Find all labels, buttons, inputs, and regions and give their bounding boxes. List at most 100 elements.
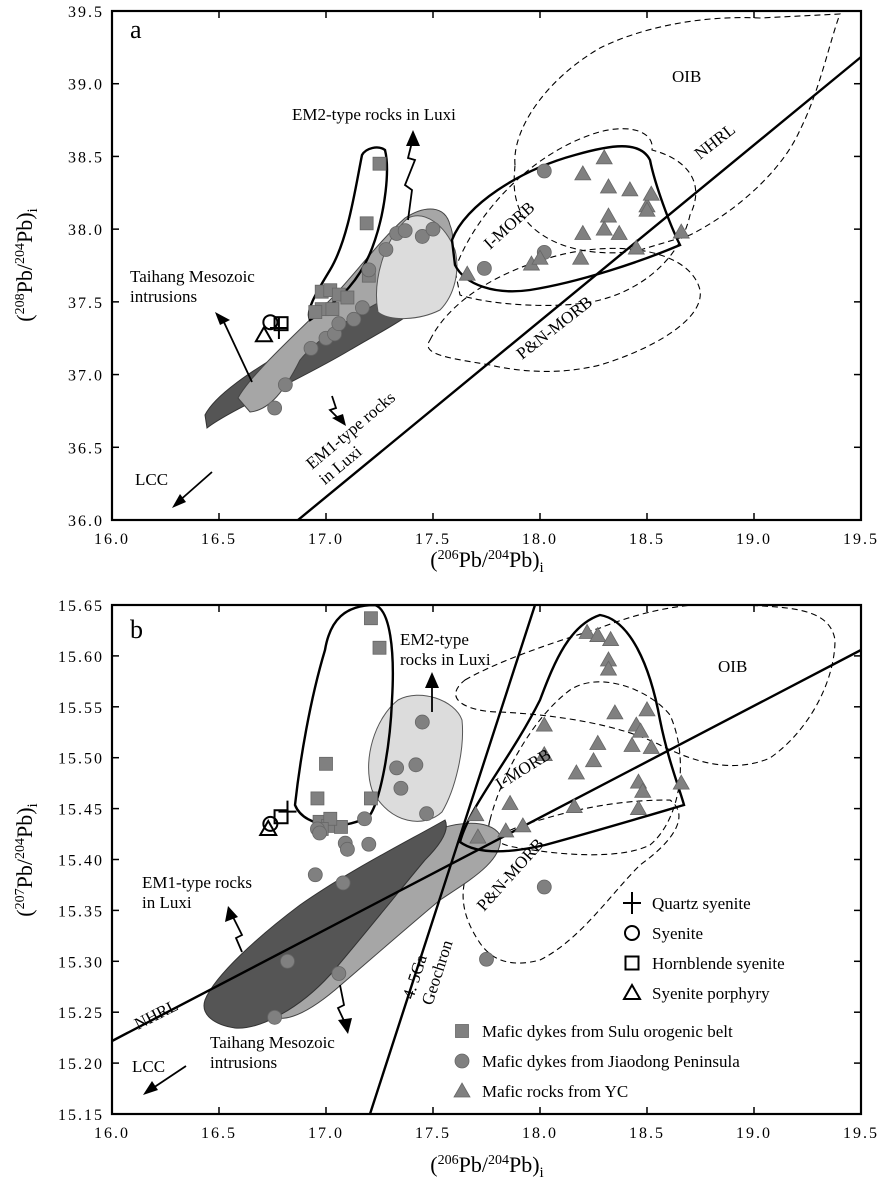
panel-b-ticks: 16.0 16.5 17.0 17.5 18.0 18.5 19.0 19.5 15.15 15.…: [58, 598, 879, 1142]
point-mafic-dykes-from-jiaodong-peninsula: [393, 780, 409, 796]
point-mafic-rocks-from-yc: [589, 626, 607, 642]
panel-a-xtick-label: 16.5: [201, 531, 237, 548]
point-mafic-rocks-from-yc: [514, 817, 532, 833]
arrow-taihang-b: [336, 984, 347, 1026]
point-mafic-rocks-from-yc: [629, 799, 648, 815]
point-mafic-dykes-from-jiaodong-peninsula: [361, 836, 377, 852]
panel-a-xtick-label: 16.0: [94, 531, 130, 548]
arrow-taihang-b-head: [338, 1018, 352, 1034]
point-mafic-dykes-from-jiaodong-peninsula: [339, 841, 355, 857]
point-mafic-rocks-from-yc: [458, 265, 476, 281]
point-mafic-dykes-from-jiaodong-peninsula: [346, 311, 362, 327]
em1-field-b: [203, 819, 447, 1029]
panel-b-xtick-label: 17.5: [415, 1125, 451, 1142]
panel-a-ytick-label: 39.0: [68, 77, 104, 94]
pnmorb-field-b: [462, 799, 680, 964]
panel-b-ytick-label: 15.20: [58, 1056, 104, 1073]
label-em2-a: EM2-type rocks in Luxi: [292, 105, 456, 124]
point-mafic-rocks-from-yc: [606, 704, 624, 720]
point-mafic-rocks-from-yc: [469, 828, 487, 844]
panel-a-xtick-label: 17.5: [415, 531, 451, 548]
panel-a-ticks: 16.0 16.5 17.0 17.5 18.0 18.5 19.0 19.5 36.0 36.5…: [68, 4, 879, 548]
panel-a: a OIB NHRL EM2-type rocks in Luxi I-MORB…: [12, 4, 879, 576]
arrow-em1-a-head: [332, 414, 346, 426]
label-oib-a: OIB: [672, 67, 701, 86]
panel-b-xtick-label: 16.0: [94, 1125, 130, 1142]
label-taihang-b: Taihang Mesozoic intrusions: [210, 1033, 335, 1072]
point-mafic-dykes-from-jiaodong-peninsula: [408, 757, 424, 773]
panel-a-ytick-label: 37.5: [68, 295, 104, 312]
legend-label-syenite: Syenite: [652, 924, 703, 943]
point-mafic-rocks-from-yc: [535, 716, 553, 732]
panel-b-xtick-label: 19.5: [843, 1125, 879, 1142]
panel-a-letter: a: [130, 15, 142, 44]
label-em1-b: EM1-type rocks in Luxi: [142, 873, 252, 912]
legend-symbol-syenite-porphyry: [622, 982, 642, 1000]
panel-a-xtick-label: 19.5: [843, 531, 879, 548]
point-mafic-dykes-from-sulu-orogenic-belt: [334, 820, 348, 834]
point-syenite-porphyry: [254, 325, 274, 343]
point-mafic-rocks-from-yc: [589, 734, 607, 750]
legend-symbol-syenite: [624, 925, 640, 941]
point-mafic-dykes-from-sulu-orogenic-belt: [359, 216, 374, 231]
point-mafic-dykes-from-jiaodong-peninsula: [389, 760, 405, 776]
arrow-em2-b-head: [425, 672, 439, 688]
point-mafic-rocks-from-yc: [497, 822, 515, 838]
panel-b-xtick-label: 17.0: [308, 1125, 344, 1142]
point-mafic-dykes-from-jiaodong-peninsula: [312, 825, 327, 841]
point-mafic-dykes-from-jiaodong-peninsula: [335, 875, 351, 891]
label-em2-b: EM2-type rocks in Luxi: [400, 630, 491, 669]
legend-symbol-mafic-rocks-from-yc: [453, 1082, 471, 1098]
point-mafic-dykes-from-jiaodong-peninsula: [397, 223, 413, 238]
legend-symbol-hornblende-syenite: [624, 955, 640, 971]
point-mafic-rocks-from-yc: [574, 165, 592, 181]
point-mafic-dykes-from-jiaodong-peninsula: [307, 867, 323, 883]
legend-symbol-quartz-syenite: [623, 892, 641, 914]
arrow-em1-b-head: [225, 906, 238, 922]
point-mafic-rocks-from-yc: [565, 797, 583, 813]
label-taihang-a: Taihang Mesozoic intrusions: [130, 267, 255, 306]
point-mafic-dykes-from-jiaodong-peninsula: [267, 400, 283, 416]
panel-a-ytick-label: 38.0: [68, 222, 104, 239]
point-mafic-rocks-from-yc: [574, 224, 592, 240]
point-mafic-dykes-from-sulu-orogenic-belt: [372, 640, 387, 655]
panel-b-ytick-label: 15.55: [58, 700, 104, 717]
point-mafic-rocks-from-yc: [567, 764, 586, 780]
panel-b-xtick-label: 18.0: [522, 1125, 558, 1142]
point-mafic-dykes-from-jiaodong-peninsula: [267, 1009, 283, 1025]
label-em1-a: EM1-type rocksin Luxi: [302, 388, 411, 489]
point-mafic-rocks-from-yc: [595, 149, 613, 165]
label-imorb-a: I-MORB: [480, 198, 538, 253]
point-mafic-dykes-from-sulu-orogenic-belt: [364, 611, 378, 626]
point-mafic-rocks-from-yc: [467, 805, 485, 822]
panel-b-ytick-label: 15.35: [58, 903, 104, 920]
panel-b-points: [258, 611, 690, 1025]
legend-label-hornblende-syenite: Hornblende syenite: [652, 954, 785, 973]
point-mafic-dykes-from-jiaodong-peninsula: [419, 806, 434, 822]
sulu-outline-a: [307, 146, 389, 322]
legend-label-mafic-rocks-from-yc: Mafic rocks from YC: [482, 1082, 628, 1101]
panel-b-xtick-label: 19.0: [736, 1125, 772, 1142]
imorb-field-a: [454, 128, 697, 306]
label-geochron-b: 4. 5GaGeochron: [399, 931, 457, 1007]
point-mafic-rocks-from-yc: [631, 722, 650, 738]
geochron-line-b: [368, 605, 537, 1114]
panel-a-ytick-label: 38.5: [68, 149, 104, 166]
panel-a-xtick-label: 18.0: [522, 531, 558, 548]
point-mafic-dykes-from-sulu-orogenic-belt: [308, 305, 323, 319]
point-mafic-dykes-from-jiaodong-peninsula: [354, 300, 370, 316]
point-mafic-rocks-from-yc: [623, 736, 641, 752]
panel-a-points: [254, 149, 690, 416]
panel-b: b OIB NHRL EM2-type rocks in Luxi I-MORB …: [12, 598, 879, 1181]
panel-b-xtick-label: 16.5: [201, 1125, 237, 1142]
panel-b-ylabel: (207Pb/204Pb)i: [12, 803, 41, 916]
panel-b-ytick-label: 15.50: [58, 751, 104, 768]
panel-a-frame: [110, 9, 863, 522]
arrow-taihang-a: [221, 317, 253, 383]
point-mafic-dykes-from-jiaodong-peninsula: [277, 377, 293, 393]
point-mafic-dykes-from-sulu-orogenic-belt: [340, 290, 355, 305]
point-syenite-porphyry: [258, 818, 278, 836]
oib-field-b: [455, 605, 836, 766]
legend-symbol-mafic-dykes-from-jiaodong-peninsula: [454, 1053, 470, 1069]
